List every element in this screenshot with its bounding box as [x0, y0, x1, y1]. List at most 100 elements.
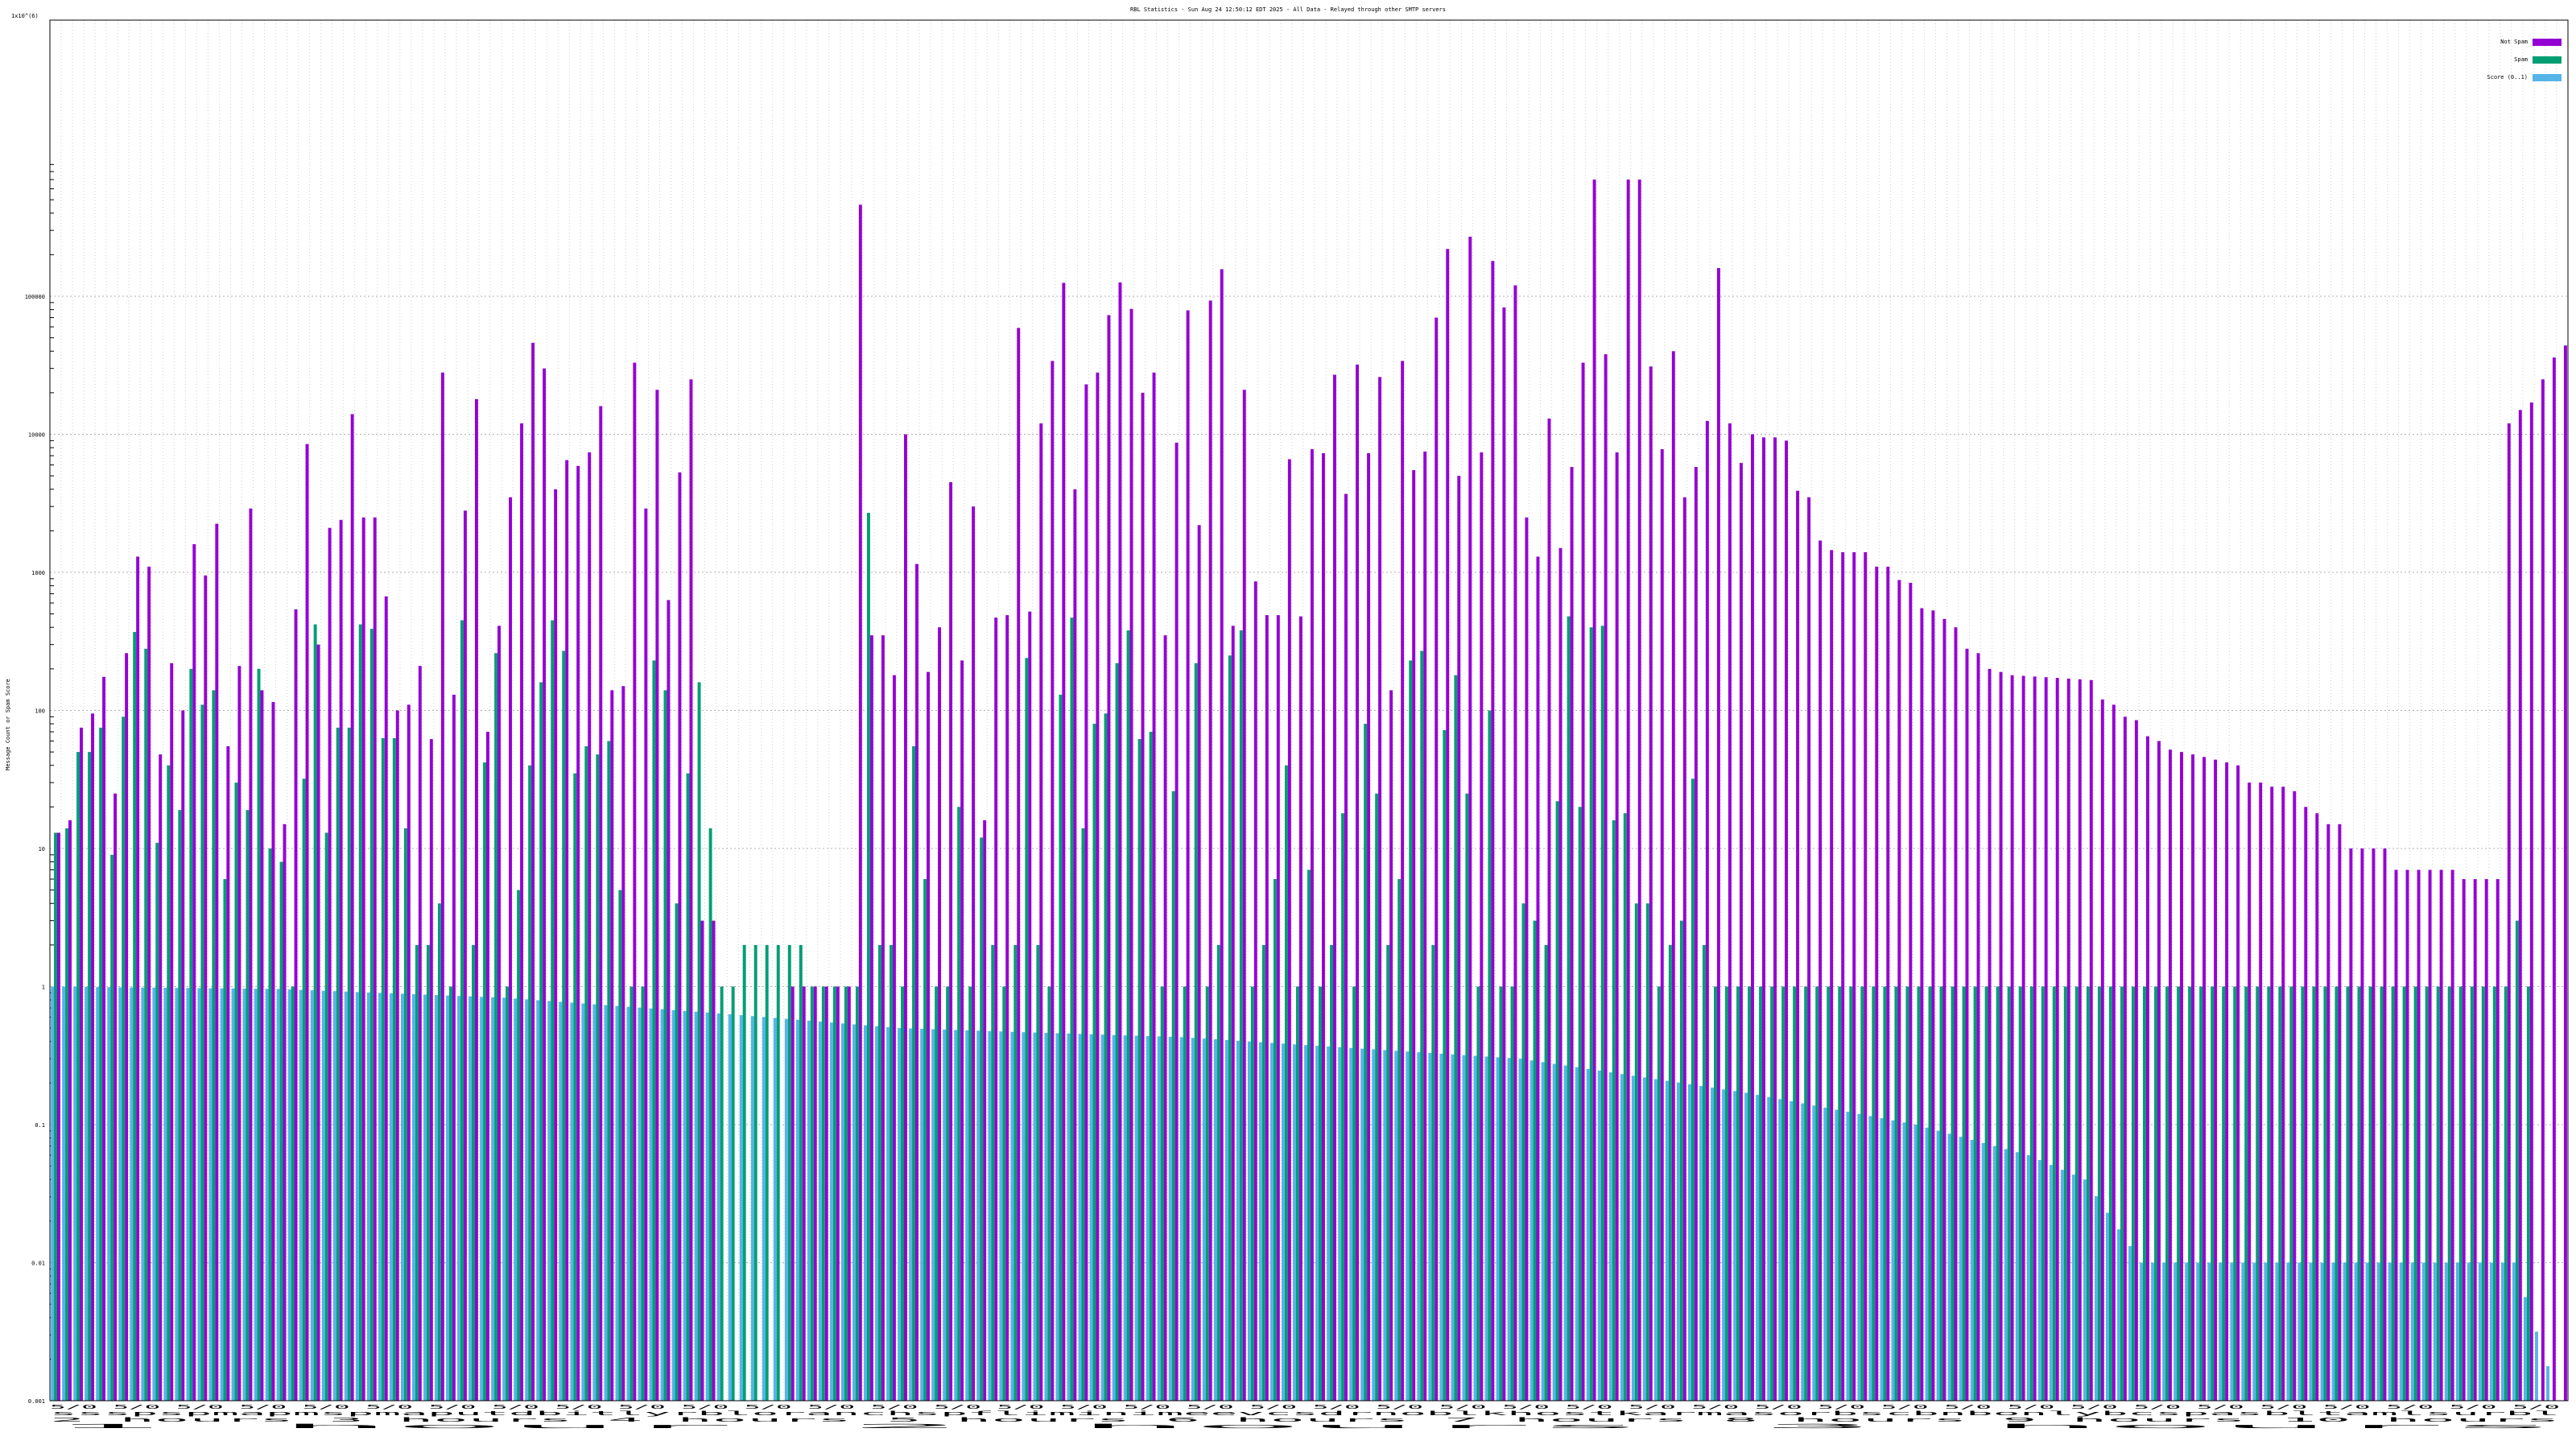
score-bar: [1981, 1142, 1985, 1401]
not-spam-bar: [1435, 317, 1439, 1401]
spam-bar: [223, 879, 227, 1401]
score-bar: [1315, 1046, 1319, 1401]
spam-bar: [1759, 986, 1763, 1401]
spam-bar: [2301, 986, 2305, 1401]
spam-bar: [1860, 986, 1864, 1401]
spam-bar: [279, 861, 283, 1401]
score-bar: [1451, 1054, 1455, 1401]
not-spam-bar: [1446, 249, 1450, 1401]
score-bar: [186, 988, 190, 1401]
spam-bar: [347, 727, 351, 1401]
score-bar: [1496, 1057, 1500, 1401]
spam-bar: [1488, 710, 1492, 1401]
score-bar: [2185, 1262, 2189, 1401]
spam-bar: [155, 842, 159, 1401]
not-spam-bar: [2180, 752, 2183, 1401]
spam-bar: [2526, 986, 2530, 1401]
not-spam-bar: [1864, 551, 1868, 1402]
not-spam-bar: [509, 497, 512, 1401]
spam-bar: [2515, 920, 2519, 1401]
not-spam-bar: [2225, 762, 2229, 1401]
spam-bar: [946, 986, 950, 1401]
not-spam-bar: [1682, 497, 1686, 1401]
not-spam-bar: [204, 575, 208, 1402]
spam-bar: [1690, 778, 1695, 1401]
score-bar: [615, 1005, 619, 1401]
spam-bar: [1555, 801, 1559, 1401]
spam-bar: [2481, 986, 2485, 1401]
not-spam-bar: [2078, 679, 2082, 1401]
not-spam-bar: [1909, 582, 1913, 1401]
spam-bar: [1736, 986, 1740, 1401]
spam-bar: [1645, 903, 1649, 1401]
legend-swatch: [2533, 74, 2562, 81]
spam-bar: [437, 903, 441, 1401]
spam-bar: [2211, 986, 2215, 1401]
spam-bar: [257, 668, 261, 1401]
spam-bar: [821, 986, 825, 1401]
score-bar: [898, 1028, 902, 1401]
not-spam-bar: [847, 986, 851, 1401]
score-bar: [1812, 1105, 1816, 1401]
y-tick-label: 1000: [31, 570, 45, 576]
not-spam-bar: [1592, 180, 1596, 1402]
spam-bar: [167, 765, 171, 1401]
score-bar: [2455, 1262, 2459, 1401]
score-bar: [502, 997, 506, 1401]
not-spam-bar: [1807, 497, 1811, 1401]
not-spam-bar: [1762, 437, 1765, 1402]
chart-title: RBL Statistics - Sun Aug 24 12:50:12 EDT…: [1130, 6, 1446, 13]
not-spam-bar: [1242, 390, 1246, 1401]
spam-bar: [1352, 986, 1356, 1401]
spam-bar: [1894, 986, 1898, 1401]
spam-bar: [1917, 986, 1921, 1401]
spam-bar: [369, 629, 374, 1401]
score-bar: [773, 1018, 777, 1401]
score-bar: [2060, 1170, 2064, 1401]
score-bar: [784, 1018, 788, 1401]
not-spam-bar: [170, 663, 174, 1401]
spam-bar: [1600, 625, 1604, 1401]
score-bar: [2117, 1229, 2120, 1401]
spam-bar: [517, 890, 521, 1401]
not-spam-bar: [1547, 418, 1551, 1401]
spam-bar: [65, 828, 69, 1401]
score-bar: [864, 1025, 867, 1401]
score-bar: [1168, 1036, 1172, 1401]
spam-bar: [968, 986, 972, 1401]
score-bar: [1010, 1031, 1014, 1401]
spam-bar: [1748, 986, 1752, 1401]
not-spam-bar: [599, 406, 603, 1401]
score-bar: [1507, 1058, 1511, 1401]
not-spam-bar: [1401, 361, 1405, 1402]
spam-bar: [1036, 944, 1040, 1401]
not-spam-bar: [159, 754, 163, 1401]
score-bar: [1473, 1055, 1477, 1401]
not-spam-bar: [1502, 307, 1506, 1401]
score-bar: [1823, 1107, 1827, 1401]
not-spam-bar: [1107, 315, 1111, 1401]
not-spam-bar: [260, 690, 264, 1401]
score-bar: [1484, 1056, 1488, 1401]
spam-bar: [539, 682, 543, 1401]
score-bar: [1360, 1048, 1364, 1401]
spam-bar: [1002, 986, 1006, 1401]
not-spam-bar: [938, 627, 942, 1401]
score-bar: [728, 1013, 732, 1401]
score-bar: [739, 1015, 743, 1401]
score-bar: [1067, 1033, 1071, 1401]
score-bar: [1857, 1113, 1861, 1401]
not-spam-bar: [1976, 653, 1980, 1401]
spam-bar: [1047, 986, 1051, 1401]
not-spam-bar: [1671, 351, 1675, 1401]
not-spam-bar: [226, 746, 230, 1401]
not-spam-bar: [283, 824, 287, 1401]
not-spam-bar: [1005, 615, 1009, 1401]
not-spam-bar: [1367, 452, 1371, 1401]
score-bar: [1304, 1045, 1308, 1401]
spam-bar: [957, 807, 961, 1401]
spam-bar: [2334, 986, 2339, 1401]
score-bar: [1541, 1062, 1545, 1401]
score-bar: [1733, 1091, 1737, 1401]
spam-bar: [1928, 986, 1932, 1401]
